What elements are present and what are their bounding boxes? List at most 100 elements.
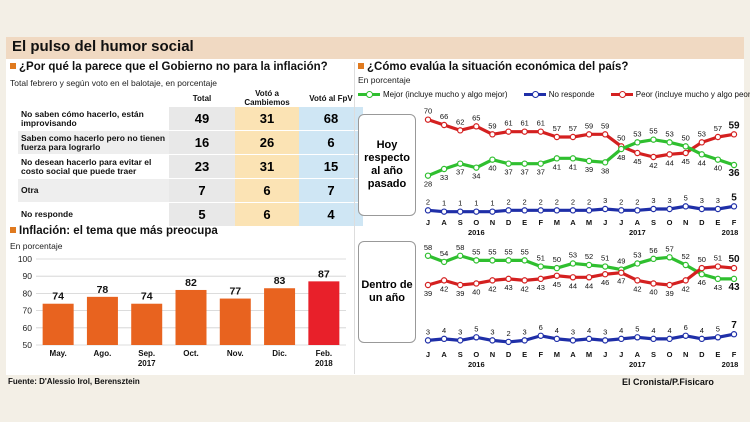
- data-point: [537, 332, 544, 339]
- data-point: [569, 207, 577, 214]
- data-label: 40: [649, 287, 657, 296]
- x-tick-label: F: [538, 350, 543, 359]
- data-label: 3: [523, 327, 527, 336]
- data-point: [585, 335, 593, 343]
- data-label: 1: [458, 199, 462, 208]
- data-point: [537, 160, 544, 167]
- data-label: 3: [490, 327, 494, 336]
- data-label: 46: [601, 278, 609, 287]
- data-point: [666, 205, 673, 213]
- data-point: [569, 155, 577, 162]
- legend-swatch-icon: [523, 91, 546, 98]
- cell-cambiemos: 31: [235, 154, 299, 179]
- data-point: [698, 335, 705, 343]
- line-chart-title: ¿Cómo evalúa la situación económica del …: [358, 61, 628, 73]
- data-point: [682, 143, 689, 150]
- data-point: [601, 131, 609, 138]
- data-point: [618, 269, 625, 276]
- data-point: [666, 335, 673, 343]
- data-label: 44: [585, 281, 593, 290]
- data-label: 3: [603, 196, 607, 205]
- data-label: 55: [504, 247, 512, 256]
- data-point: [521, 160, 528, 167]
- data-label: 39: [424, 289, 432, 298]
- data-point: [650, 205, 657, 213]
- data-label: 4: [442, 326, 446, 335]
- data-label: 5: [635, 324, 639, 333]
- data-point: [521, 277, 528, 284]
- data-label: 5: [731, 192, 737, 203]
- data-point: [714, 275, 722, 283]
- data-label: 50: [617, 133, 625, 142]
- row-label: No desean hacerlo para evitar el costo s…: [18, 154, 169, 179]
- bullet-icon: [10, 226, 16, 233]
- data-label: 43: [504, 283, 512, 292]
- line-chart-title-text: ¿Cómo evalúa la situación económica del …: [367, 61, 629, 73]
- data-point: [537, 128, 544, 135]
- x-tick-label: N: [490, 218, 495, 227]
- table-subtitle: Total febrero y según voto en el balotaj…: [10, 78, 217, 88]
- data-point: [666, 151, 673, 158]
- cell-total: 5: [169, 202, 235, 227]
- column-divider: [354, 62, 355, 374]
- data-point: [682, 277, 689, 284]
- year-label: 2017: [629, 228, 646, 237]
- data-point: [601, 205, 609, 213]
- data-point: [634, 149, 641, 157]
- bar: [86, 296, 118, 345]
- data-point: [650, 280, 657, 287]
- x-tick-label: S: [458, 218, 463, 227]
- data-label: 46: [698, 278, 706, 287]
- data-point: [424, 252, 432, 259]
- data-point: [585, 261, 593, 269]
- data-label: 6: [539, 323, 543, 332]
- x-tick-label: A: [570, 218, 576, 227]
- data-point: [424, 172, 432, 179]
- page-title: El pulso del humor social: [12, 38, 194, 55]
- data-label: 2: [587, 197, 591, 206]
- x-tick-label: Sep.: [138, 349, 155, 358]
- cell-cambiemos: 6: [235, 178, 299, 203]
- data-point: [440, 208, 448, 215]
- legend-swatch-icon: [610, 91, 633, 98]
- data-label: 70: [424, 107, 432, 116]
- data-point: [457, 337, 464, 344]
- data-label: 42: [682, 284, 690, 293]
- data-label: 5: [684, 193, 688, 202]
- data-label: 1: [442, 199, 446, 208]
- data-label: 43: [537, 283, 545, 292]
- data-label: 42: [633, 284, 641, 293]
- data-label: 3: [426, 327, 430, 336]
- bullet-icon: [358, 62, 364, 69]
- data-point: [521, 128, 528, 135]
- data-point: [601, 337, 609, 344]
- data-point: [569, 260, 577, 267]
- bar-chart-subtitle: En porcentaje: [10, 241, 63, 251]
- x-tick-label: E: [715, 350, 720, 359]
- data-point: [601, 159, 609, 166]
- data-point: [553, 207, 561, 214]
- row-label: Otra: [18, 178, 169, 203]
- x-tick-label: J: [603, 218, 607, 227]
- bar-value-label: 74: [52, 291, 64, 303]
- data-label: 65: [472, 113, 480, 122]
- data-label: 3: [603, 327, 607, 336]
- data-label: 38: [601, 166, 609, 175]
- table-title-text: ¿Por qué la parece que el Gobierno no pa…: [19, 61, 328, 73]
- data-point: [424, 207, 432, 214]
- table-row: No desean hacerlo para evitar el costo s…: [18, 154, 363, 179]
- data-label: 53: [633, 129, 641, 138]
- data-label: 43: [714, 283, 722, 292]
- data-label: 36: [728, 168, 740, 179]
- data-label: 49: [617, 257, 625, 266]
- year-label: 2016: [468, 228, 485, 237]
- header-bar: El pulso del humor social: [6, 37, 744, 59]
- data-point: [505, 338, 512, 346]
- x-tick-label: N: [490, 350, 495, 359]
- bar-value-label: 87: [318, 268, 330, 280]
- data-point: [473, 257, 480, 264]
- data-point: [537, 263, 544, 270]
- x-tick-label: F: [732, 218, 737, 227]
- data-point: [521, 337, 528, 344]
- data-point: [440, 165, 448, 173]
